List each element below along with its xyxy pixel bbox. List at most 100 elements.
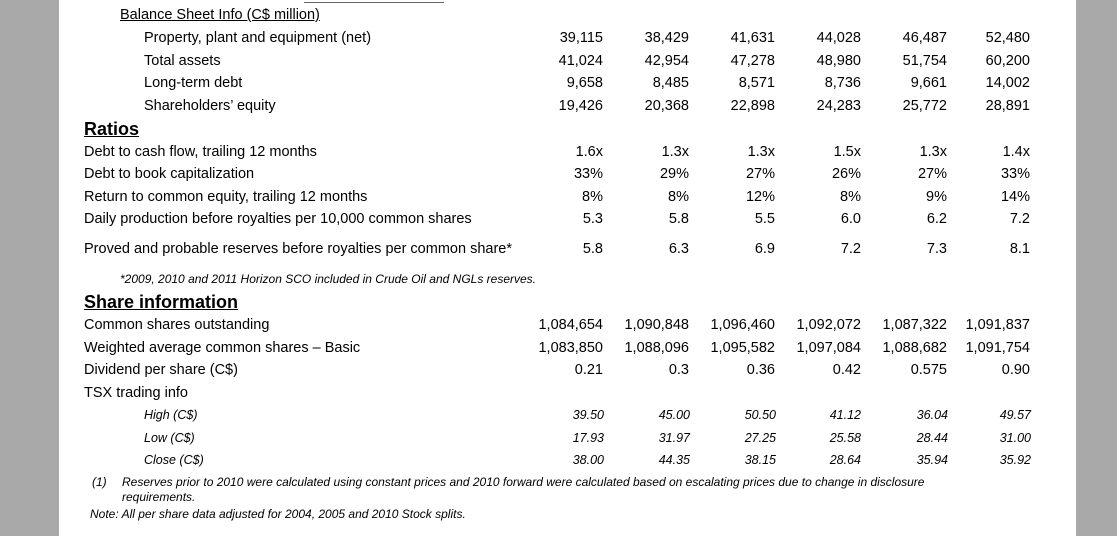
- tsx-row-value: 36.04: [916, 408, 948, 422]
- balance-sheet-row-value: 19,426: [558, 98, 603, 114]
- ratio-row-value: 1.5x: [833, 144, 861, 160]
- tsx-row-label: High (C$): [144, 408, 198, 422]
- ratio-row-value: 26%: [831, 166, 861, 182]
- balance-sheet-row-value: 20,368: [644, 98, 689, 114]
- tsx-row-label: Low (C$): [144, 431, 195, 445]
- share-info-row-value: 0.21: [574, 362, 603, 378]
- share-info-heading: Share information: [84, 292, 239, 312]
- tsx-row-label: Close (C$): [144, 453, 204, 467]
- ratio-row-value: 27%: [917, 166, 947, 182]
- clipped-line-fragment: [304, 0, 444, 3]
- tsx-row-value: 41.12: [829, 408, 861, 422]
- tsx-row-value: 39.50: [572, 408, 604, 422]
- ratios-footnote: *2009, 2010 and 2011 Horizon SCO include…: [120, 272, 537, 286]
- ratio-row-value: 7.2: [1009, 211, 1030, 227]
- share-info-row-value: 0.3: [668, 362, 689, 378]
- share-info-row-label: Weighted average common shares – Basic: [84, 340, 361, 356]
- share-info-row-value: 1,090,848: [624, 317, 689, 333]
- share-info-row-value: 1,097,084: [796, 340, 861, 356]
- balance-sheet-row-value: 47,278: [730, 53, 775, 69]
- balance-sheet-row-value: 8,571: [738, 75, 775, 91]
- per-share-note: Note: All per share data adjusted for 20…: [90, 507, 466, 521]
- share-info-row-label: Dividend per share (C$): [84, 362, 238, 378]
- ratio-row-value: 33%: [1000, 166, 1030, 182]
- ratio-row-label: Debt to cash flow, trailing 12 months: [84, 144, 317, 160]
- share-info-row-value: 1,095,582: [710, 340, 775, 356]
- share-info-row-value: 1,092,072: [796, 317, 861, 333]
- ratio-row-label: Daily production before royalties per 10…: [84, 211, 472, 227]
- ratio-row-value: 5.5: [754, 211, 775, 227]
- ratio-row-value: 1.3x: [919, 144, 947, 160]
- tsx-row-value: 45.00: [658, 408, 690, 422]
- share-info-row-value: 1,087,322: [882, 317, 947, 333]
- balance-sheet-row-label: Total assets: [144, 53, 221, 69]
- balance-sheet-row-value: 38,429: [644, 30, 689, 46]
- balance-sheet-row-value: 48,980: [816, 53, 861, 69]
- ratio-row-value: 6.2: [926, 211, 947, 227]
- footnote-line-2: requirements.: [122, 490, 196, 504]
- ratio-row-label: Debt to book capitalization: [84, 166, 255, 182]
- ratio-row-value: 7.2: [840, 241, 861, 257]
- tsx-row-value: 50.50: [744, 408, 776, 422]
- ratio-row-value: 8%: [668, 189, 689, 205]
- share-info-row-value: 1,088,682: [882, 340, 947, 356]
- share-info-row-value: 1,096,460: [710, 317, 775, 333]
- ratio-row-value: 7.3: [926, 241, 947, 257]
- tsx-row-value: 49.57: [999, 408, 1031, 422]
- share-info-row-label: Common shares outstanding: [84, 317, 270, 333]
- tsx-row-value: 28.64: [829, 453, 861, 467]
- ratio-row-value: 14%: [1000, 189, 1030, 205]
- share-info-row-value: 0.90: [1001, 362, 1030, 378]
- balance-sheet-row-value: 24,283: [816, 98, 861, 114]
- tsx-row-value: 35.92: [999, 453, 1031, 467]
- ratio-row-value: 8.1: [1009, 241, 1030, 257]
- document-page: Balance Sheet Info (C$ million) Property…: [59, 0, 1076, 536]
- share-info-row-value: 0.42: [832, 362, 861, 378]
- balance-sheet-row-value: 46,487: [902, 30, 947, 46]
- tsx-row-value: 25.58: [829, 431, 861, 445]
- ratio-row-value: 5.8: [582, 241, 603, 257]
- share-info-row-value: 0.36: [746, 362, 775, 378]
- balance-sheet-row-value: 25,772: [902, 98, 947, 114]
- ratio-row-value: 6.3: [668, 241, 689, 257]
- ratio-row-value: 1.4x: [1002, 144, 1030, 160]
- balance-sheet-row-value: 8,485: [652, 75, 689, 91]
- share-info-row-value: 1,083,850: [538, 340, 603, 356]
- ratio-row-value: 5.8: [668, 211, 689, 227]
- tsx-row-value: 31.00: [999, 431, 1031, 445]
- ratio-row-value: 8%: [840, 189, 861, 205]
- balance-sheet-row-label: Shareholders’ equity: [144, 98, 276, 114]
- balance-sheet-title: Balance Sheet Info (C$ million): [120, 7, 320, 23]
- ratio-row-label: Proved and probable reserves before roya…: [84, 241, 512, 257]
- balance-sheet-row-value: 52,480: [985, 30, 1030, 46]
- balance-sheet-row-value: 8,736: [824, 75, 861, 91]
- balance-sheet-row-value: 60,200: [985, 53, 1030, 69]
- footnote-marker: (1): [92, 475, 107, 489]
- balance-sheet-row-value: 22,898: [730, 98, 775, 114]
- tsx-row-value: 38.00: [572, 453, 604, 467]
- balance-sheet-row-value: 41,024: [558, 53, 603, 69]
- tsx-row-value: 35.94: [916, 453, 948, 467]
- ratio-row-value: 5.3: [582, 211, 603, 227]
- tsx-row-value: 28.44: [916, 431, 948, 445]
- ratio-row-value: 1.3x: [747, 144, 775, 160]
- balance-sheet-row-value: 28,891: [985, 98, 1030, 114]
- balance-sheet-row-label: Long-term debt: [144, 75, 243, 91]
- tsx-row-value: 38.15: [744, 453, 776, 467]
- ratio-row-value: 27%: [745, 166, 775, 182]
- balance-sheet-row-label: Property, plant and equipment (net): [144, 30, 372, 46]
- ratio-row-value: 1.6x: [575, 144, 603, 160]
- balance-sheet-row-value: 41,631: [730, 30, 775, 46]
- ratios-heading: Ratios: [84, 119, 140, 139]
- ratio-row-value: 12%: [745, 189, 775, 205]
- balance-sheet-row-value: 42,954: [644, 53, 689, 69]
- share-info-row-value: 1,088,096: [624, 340, 689, 356]
- tsx-trading-label: TSX trading info: [84, 385, 188, 401]
- ratio-row-value: 1.3x: [661, 144, 689, 160]
- ratio-row-value: 8%: [582, 189, 603, 205]
- ratio-row-value: 6.0: [840, 211, 861, 227]
- balance-sheet-row-value: 14,002: [985, 75, 1030, 91]
- ratio-row-value: 33%: [573, 166, 603, 182]
- balance-sheet-row-value: 39,115: [559, 30, 603, 46]
- ratio-row-value: 29%: [659, 166, 689, 182]
